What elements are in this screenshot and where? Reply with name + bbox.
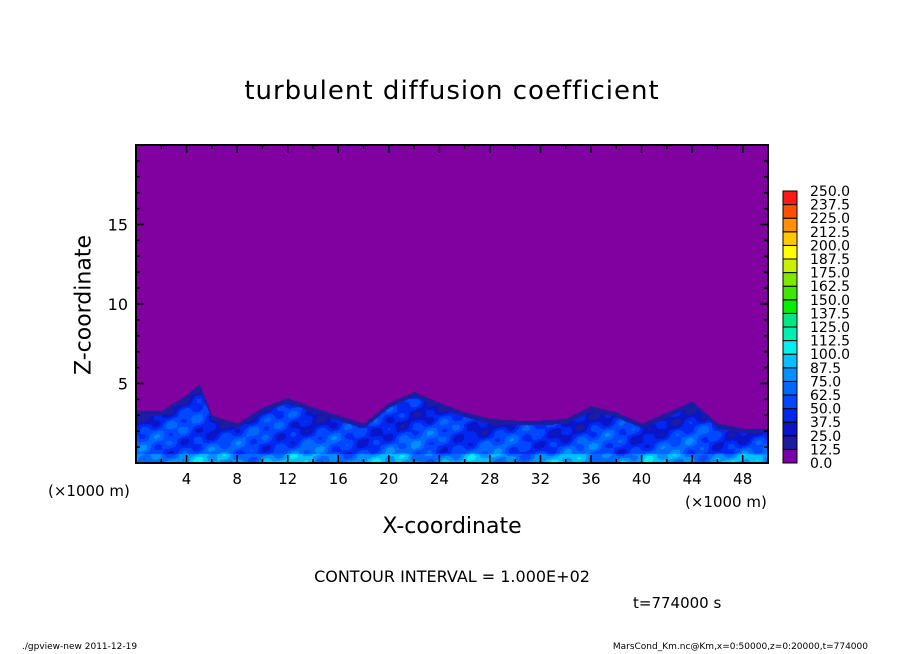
colorbar-label: 162.5 [810, 279, 850, 295]
x-tick-label: 28 [480, 470, 499, 488]
x-tick-label: 44 [683, 470, 702, 488]
x-tick-label: 32 [531, 470, 550, 488]
colorbar-box [782, 353, 798, 369]
colorbar-label: 125.0 [810, 320, 850, 336]
y-unit-label: (×1000 m) [48, 482, 130, 500]
colorbar-label: 137.5 [810, 306, 850, 322]
colorbar-box [782, 258, 798, 274]
x-tick-label: 24 [430, 470, 449, 488]
colorbar-label: 37.5 [810, 415, 841, 431]
colorbar-label: 100.0 [810, 347, 850, 363]
y-tick-label: 5 [118, 375, 128, 394]
x-unit-label: (×1000 m) [685, 493, 767, 511]
colorbar-label: 150.0 [810, 293, 850, 309]
colorbar-box [782, 367, 798, 382]
colorbar-label: 200.0 [810, 238, 850, 254]
colorbar-label: 212.5 [810, 225, 850, 241]
colorbar-label: 87.5 [810, 361, 841, 377]
colorbar-label: 112.5 [810, 334, 850, 350]
colorbar-label: 25.0 [810, 429, 841, 445]
colorbar-box [782, 272, 798, 287]
colorbar-box [782, 244, 798, 260]
colorbar-label: 75.0 [810, 374, 841, 390]
colorbar-box [782, 204, 798, 219]
colorbar-box [782, 448, 798, 464]
time-label: t=774000 s [633, 594, 722, 612]
x-axis-label: X-coordinate [382, 514, 522, 539]
colorbar-label: 50.0 [810, 402, 841, 418]
y-tick-label: 10 [108, 295, 128, 314]
colorbar-box [782, 299, 798, 314]
x-tick-label: 12 [278, 470, 297, 488]
colorbar-box [782, 435, 798, 450]
colorbar-label: 250.0 [810, 184, 850, 200]
x-tick-label: 8 [232, 470, 242, 488]
colorbar-box [782, 394, 798, 410]
heatmap-field [136, 145, 768, 463]
y-axis-label: Z-coordinate [71, 235, 97, 375]
x-tick-label: 36 [581, 470, 600, 488]
colorbar-box [782, 285, 798, 301]
colorbar-label: 225.0 [810, 211, 850, 227]
colorbar-label: 12.5 [810, 442, 841, 458]
colorbar-label: 62.5 [810, 388, 841, 404]
colorbar-box [782, 190, 798, 206]
colorbar-box [782, 326, 798, 342]
colorbar-label: 237.5 [810, 198, 850, 214]
chart-title: turbulent diffusion coefficient [244, 76, 660, 106]
colorbar-box [782, 408, 798, 423]
footer-right: MarsCond_Km.nc@Km,x=0:50000,z=0:20000,t=… [612, 642, 868, 652]
colorbar-box [782, 380, 798, 396]
colorbar-box [782, 217, 798, 233]
colorbar-box [782, 340, 798, 355]
colorbar-label: 187.5 [810, 252, 850, 268]
colorbar-box [782, 421, 798, 437]
x-tick-label: 20 [379, 470, 398, 488]
colorbar-box [782, 312, 798, 328]
colorbar-box [782, 231, 798, 246]
plot-frame [135, 144, 769, 464]
contour-interval: CONTOUR INTERVAL = 1.000E+02 [314, 567, 590, 586]
y-tick-label: 15 [108, 216, 128, 235]
x-tick-label: 16 [329, 470, 348, 488]
colorbar-label: 0.0 [810, 456, 832, 472]
colorbar-label: 175.0 [810, 266, 850, 282]
footer-left: ./gpview-new 2011-12-19 [22, 642, 138, 652]
x-tick-label: 48 [733, 470, 752, 488]
x-tick-label: 40 [632, 470, 651, 488]
x-tick-label: 4 [182, 470, 192, 488]
